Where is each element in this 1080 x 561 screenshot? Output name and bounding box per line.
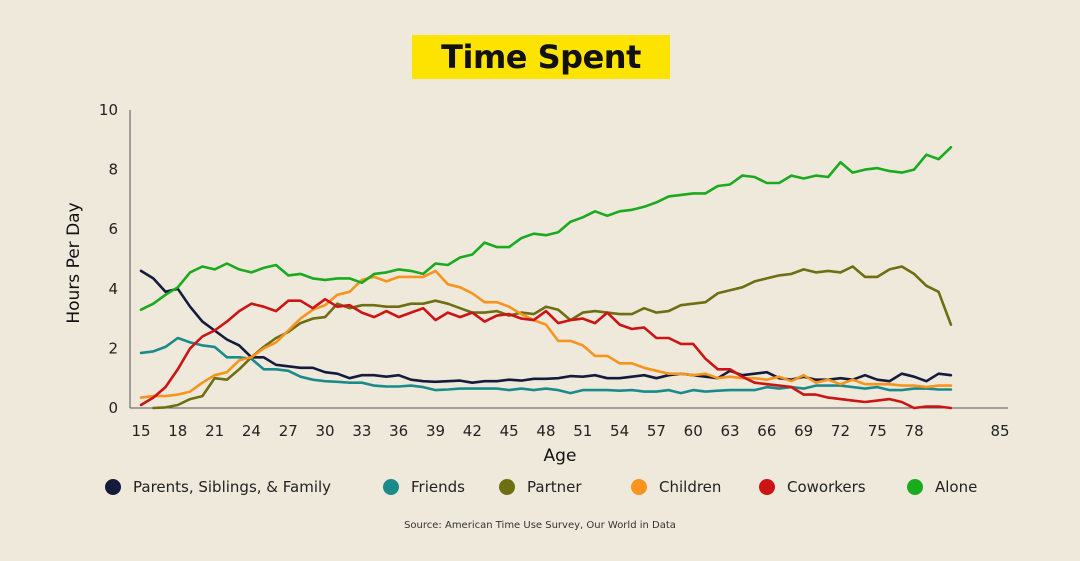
legend-item: Children — [631, 478, 721, 496]
chart-legend: Parents, Siblings, & Family Friends Partne… — [105, 478, 1005, 498]
legend-label: Alone — [935, 478, 978, 496]
y-tick-label: 4 — [108, 280, 118, 298]
legend-item: Coworkers — [759, 478, 866, 496]
source-note: Source: American Time Use Survey, Our Wo… — [404, 520, 676, 531]
x-tick-label: 21 — [205, 422, 224, 440]
legend-item: Partner — [499, 478, 582, 496]
x-tick-label: 45 — [500, 422, 519, 440]
x-tick-label: 72 — [831, 422, 850, 440]
legend-item: Friends — [383, 478, 465, 496]
series-line-3 — [139, 269, 953, 399]
legend-label: Partner — [527, 478, 582, 496]
x-tick-label: 60 — [684, 422, 703, 440]
x-tick-label: 42 — [463, 422, 482, 440]
x-tick-label: 27 — [279, 422, 298, 440]
y-tick-label: 10 — [99, 101, 118, 119]
series-line-0 — [139, 269, 953, 384]
series-line-5 — [139, 146, 953, 311]
chart-title: Time Spent — [441, 38, 641, 76]
legend-item: Parents, Siblings, & Family — [105, 478, 331, 496]
x-tick-label: 57 — [647, 422, 666, 440]
legend-swatch — [499, 479, 515, 495]
legend-swatch — [907, 479, 923, 495]
x-tick-label: 51 — [573, 422, 592, 440]
legend-label: Children — [659, 478, 722, 496]
y-tick-label: 0 — [108, 399, 118, 417]
x-tick-label: 33 — [352, 422, 371, 440]
legend-swatch — [631, 479, 647, 495]
legend-swatch — [759, 479, 775, 495]
x-tick-label: 75 — [868, 422, 887, 440]
x-tick-label: 39 — [426, 422, 445, 440]
legend-item: Alone — [907, 478, 977, 496]
y-tick-label: 8 — [108, 161, 118, 179]
x-tick-label: 18 — [168, 422, 187, 440]
chart-series-group — [139, 146, 953, 410]
chart-title-box: Time Spent — [412, 35, 670, 79]
x-tick-label: 15 — [131, 422, 150, 440]
y-tick-label: 6 — [108, 220, 118, 238]
x-tick-label: 66 — [757, 422, 776, 440]
x-tick-label: 69 — [794, 422, 813, 440]
x-tick-label: 36 — [389, 422, 408, 440]
legend-swatch — [105, 479, 121, 495]
legend-label: Friends — [411, 478, 465, 496]
legend-label: Coworkers — [787, 478, 866, 496]
x-tick-label: 63 — [720, 422, 739, 440]
x-tick-label: 30 — [316, 422, 335, 440]
series-line-1 — [139, 336, 953, 395]
x-tick-label: 54 — [610, 422, 629, 440]
x-tick-label: 24 — [242, 422, 261, 440]
x-tick-label: 48 — [536, 422, 555, 440]
x-tick-label: 78 — [905, 422, 924, 440]
legend-label: Parents, Siblings, & Family — [133, 478, 332, 496]
series-line-4 — [139, 297, 953, 410]
y-tick-label: 2 — [108, 339, 118, 357]
x-axis-label: Age — [544, 446, 577, 466]
legend-swatch — [383, 479, 399, 495]
y-axis-label: Hours Per Day — [64, 202, 84, 323]
x-tick-label: 85 — [990, 422, 1009, 440]
